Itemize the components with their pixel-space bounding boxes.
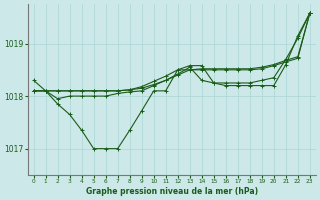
X-axis label: Graphe pression niveau de la mer (hPa): Graphe pression niveau de la mer (hPa) — [86, 187, 258, 196]
